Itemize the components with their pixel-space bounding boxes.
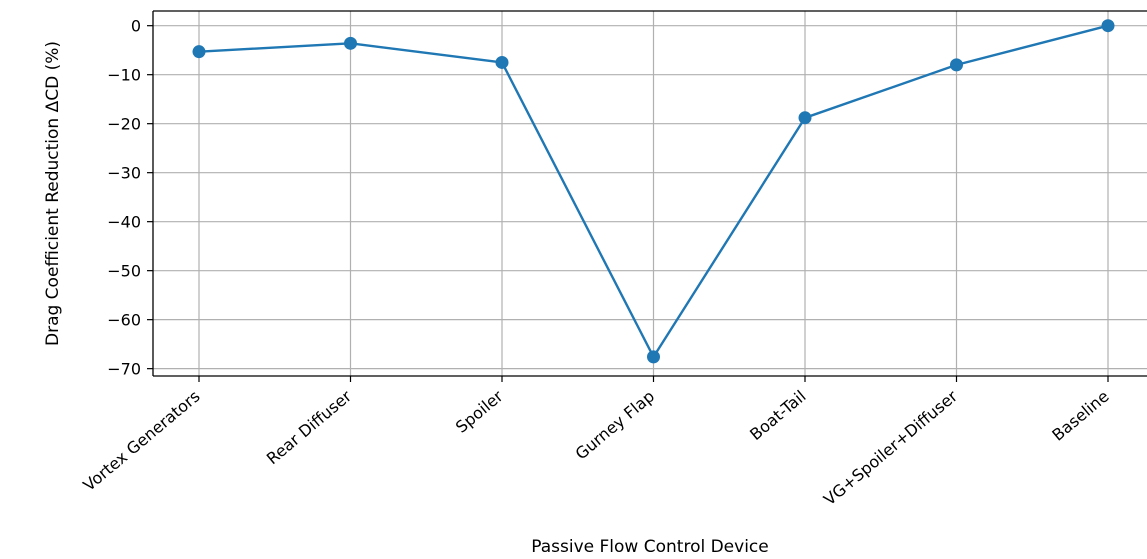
data-point xyxy=(1101,19,1115,33)
x-axis-title: Passive Flow Control Device xyxy=(531,537,768,557)
x-ticks: Vortex Generators Rear Diffuser Spoiler Gur… xyxy=(79,376,1113,509)
y-axis-title: Drag Coefficient Reduction ΔCD (%) xyxy=(43,41,63,346)
x-tick-label: Gurney Flap xyxy=(572,387,659,464)
y-tick-label: −50 xyxy=(107,262,141,281)
axes xyxy=(152,10,1147,377)
x-tick-label: Rear Diffuser xyxy=(263,386,356,468)
y-tick-label: −10 xyxy=(107,66,141,85)
x-tick-label: Boat-Tail xyxy=(746,387,810,445)
x-tick-label: VG+Spoiler+Diffuser xyxy=(820,386,961,509)
data-point xyxy=(344,36,357,50)
y-tick-label: −20 xyxy=(107,115,141,134)
x-tick-label: Vortex Generators xyxy=(79,387,203,495)
x-tick-label: Spoiler xyxy=(452,386,507,436)
x-tick-label: Baseline xyxy=(1048,387,1112,445)
y-tick-label: −70 xyxy=(107,360,141,379)
y-tick-label: 0 xyxy=(131,17,141,36)
data-point xyxy=(192,45,206,59)
grid xyxy=(153,11,1147,376)
data-point xyxy=(950,58,963,72)
data-point xyxy=(495,55,509,69)
series-layer xyxy=(192,19,1115,364)
data-point xyxy=(647,350,660,364)
y-tick-label: −30 xyxy=(107,164,141,183)
y-tick-label: −60 xyxy=(107,311,141,330)
y-ticks: 0 −10 −20 −30 −40 −50 −60 −70 xyxy=(107,17,153,379)
data-point xyxy=(798,111,812,125)
y-tick-label: −40 xyxy=(107,213,141,232)
